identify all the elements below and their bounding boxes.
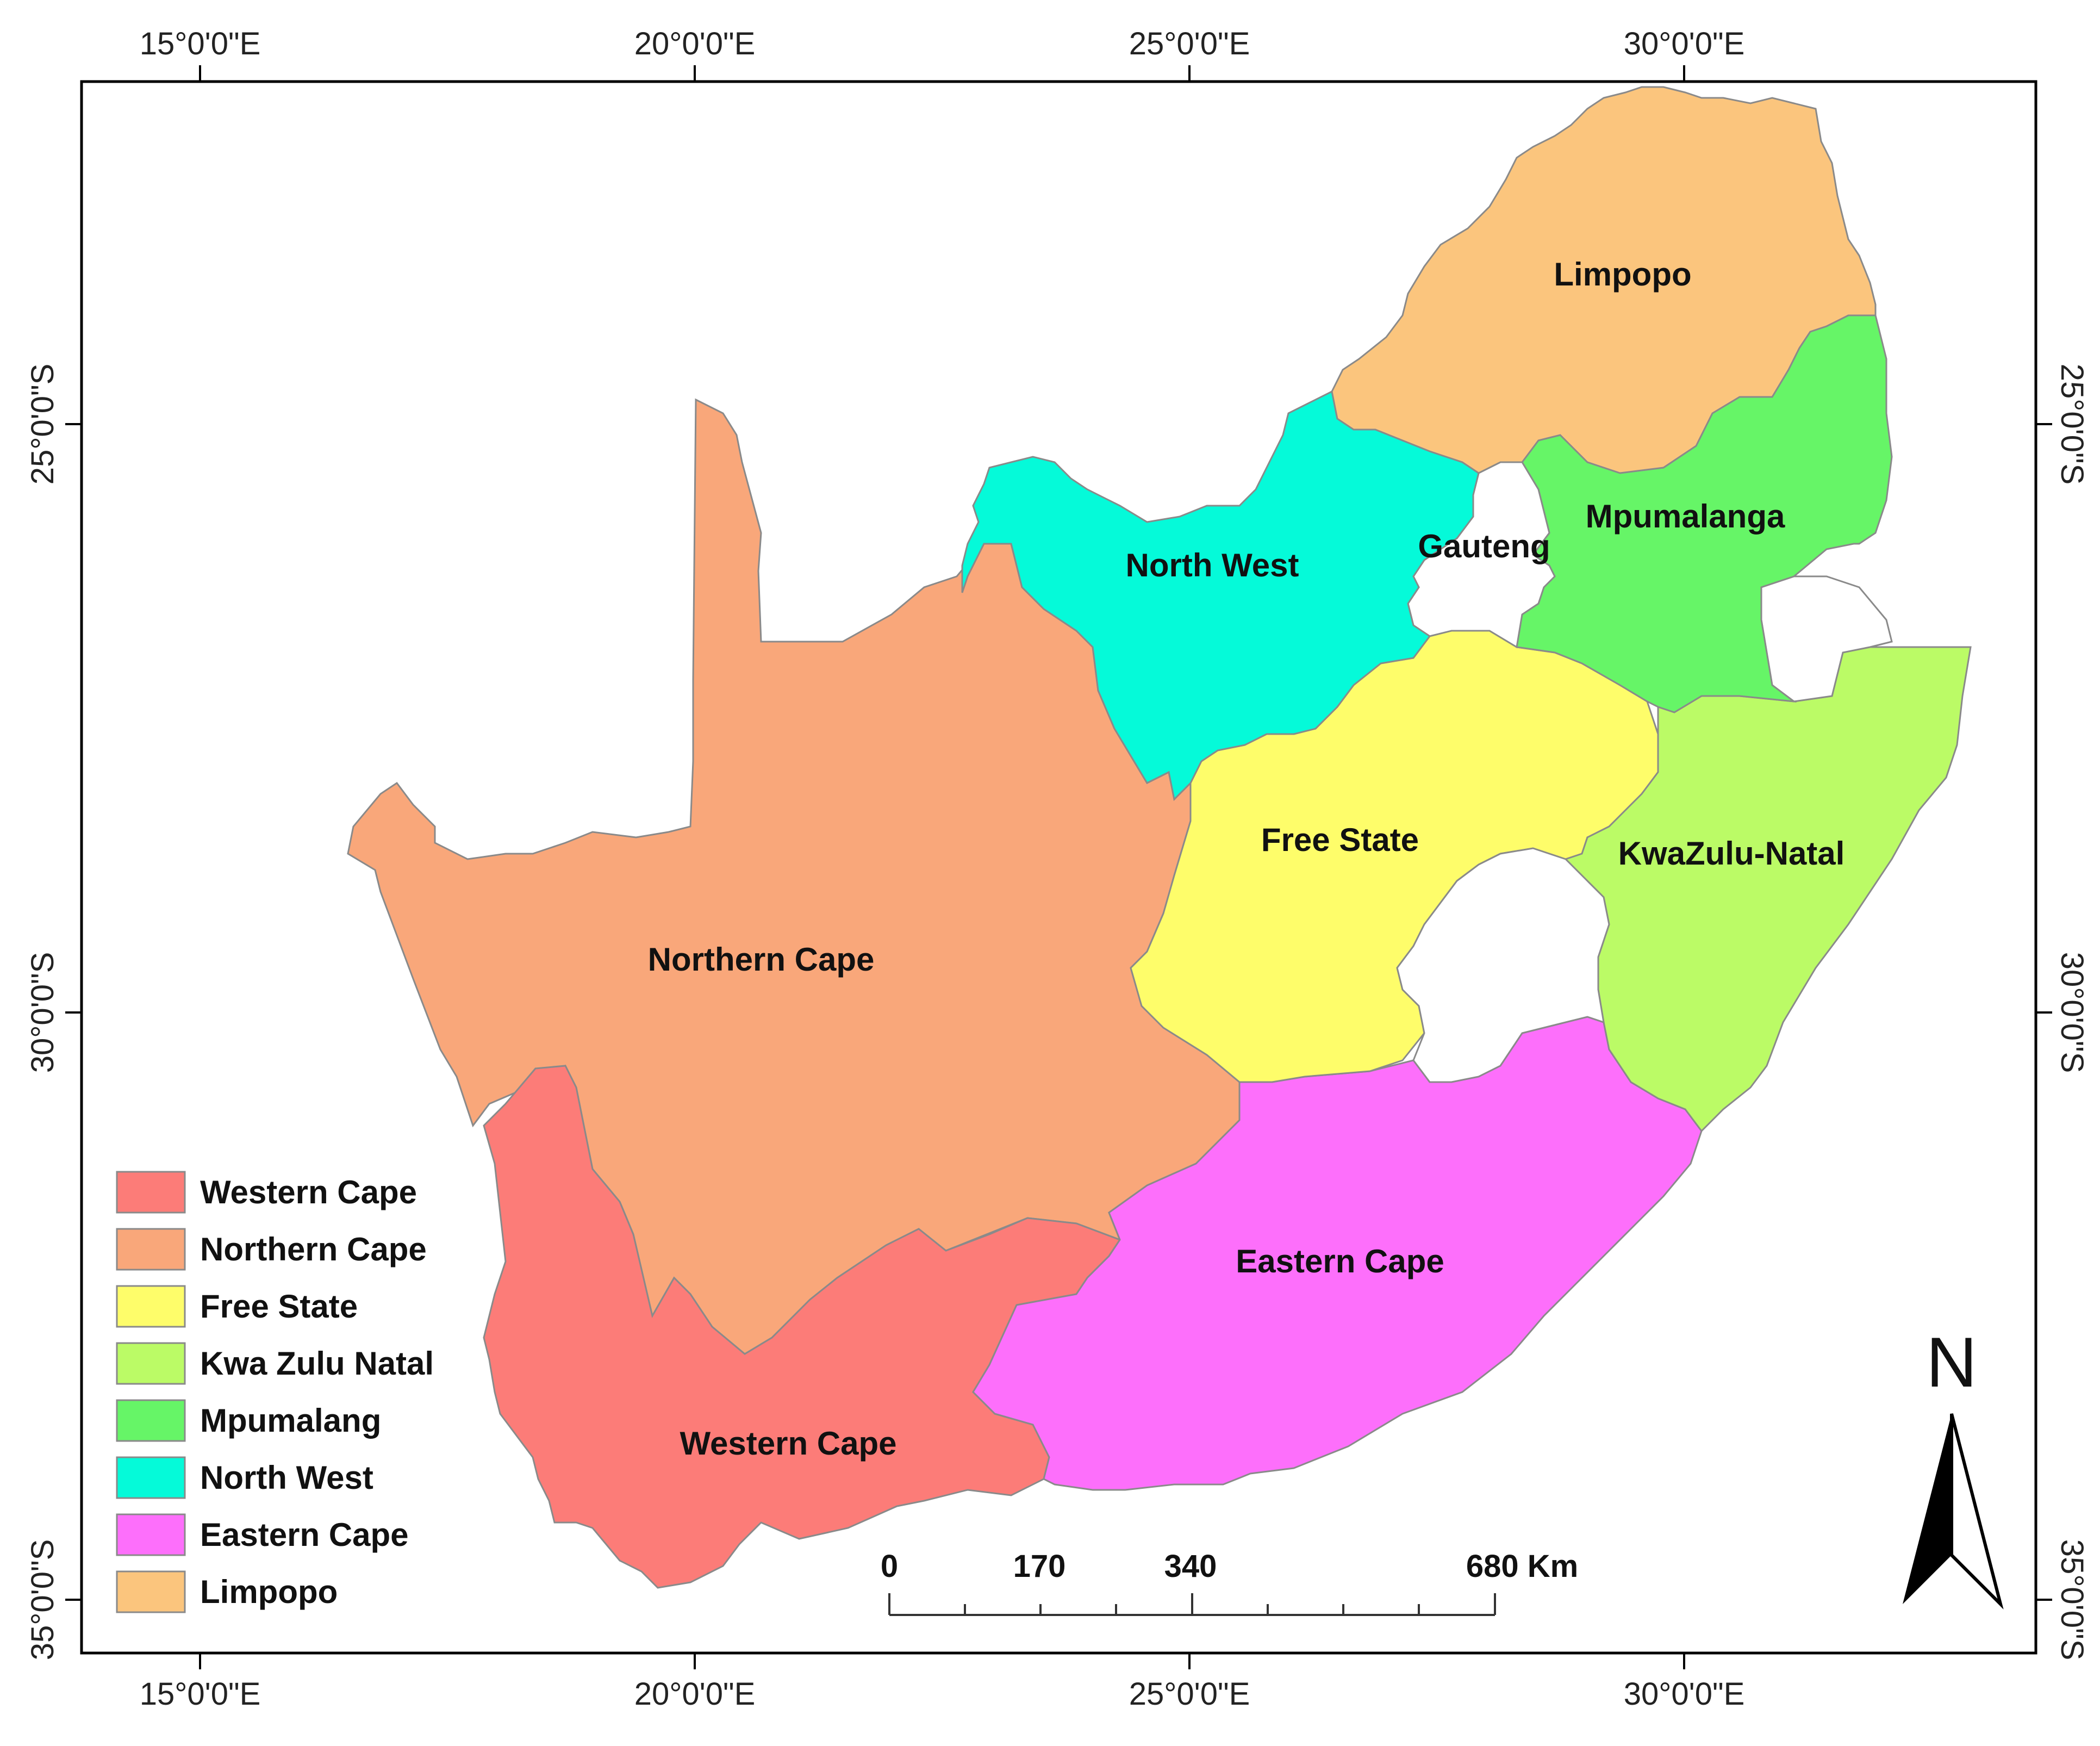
legend-item: Mpumalang bbox=[116, 1399, 381, 1442]
north-arrow: N bbox=[1903, 1322, 2004, 1610]
label-western-cape: Western Cape bbox=[680, 1425, 896, 1462]
legend-label: Kwa Zulu Natal bbox=[200, 1345, 434, 1382]
legend-label: North West bbox=[200, 1459, 373, 1496]
bottom-coord-30e: 30°0'0"E bbox=[1624, 1676, 1745, 1712]
legend-swatch bbox=[116, 1456, 186, 1499]
legend-swatch bbox=[116, 1228, 186, 1271]
legend-swatch bbox=[116, 1285, 186, 1328]
legend-label: Western Cape bbox=[200, 1174, 417, 1210]
bottom-coord-20e: 20°0'0"E bbox=[634, 1676, 756, 1712]
lesotho-blank bbox=[1396, 847, 1610, 1083]
legend-label: Northern Cape bbox=[200, 1231, 427, 1267]
right-ticks bbox=[2036, 423, 2052, 1601]
legend-swatch bbox=[116, 1513, 186, 1556]
legend-label: Limpopo bbox=[200, 1574, 338, 1610]
right-coord-35s: 35°0'0"S bbox=[2054, 1539, 2090, 1661]
scale-label-340: 340 bbox=[1164, 1549, 1217, 1584]
legend-item: Western Cape bbox=[116, 1171, 417, 1214]
provinces bbox=[347, 86, 1972, 1589]
legend-item: Kwa Zulu Natal bbox=[116, 1342, 434, 1385]
left-coord-35s: 35°0'0"S bbox=[25, 1539, 60, 1661]
right-coord-25s: 25°0'0"S bbox=[2054, 364, 2090, 485]
top-coord-20e: 20°0'0"E bbox=[634, 26, 756, 61]
legend: Western Cape Northern Cape Free State Kw… bbox=[116, 1171, 434, 1613]
legend-item: Eastern Cape bbox=[116, 1513, 409, 1556]
top-coord-30e: 30°0'0"E bbox=[1624, 26, 1745, 61]
label-eastern-cape: Eastern Cape bbox=[1236, 1243, 1444, 1279]
legend-label: Eastern Cape bbox=[200, 1517, 409, 1553]
bottom-coord-25e: 25°0'0"E bbox=[1129, 1676, 1250, 1712]
north-arrow-right-half bbox=[1950, 1413, 2004, 1610]
left-coord-25s: 25°0'0"S bbox=[25, 364, 60, 485]
label-gauteng: Gauteng bbox=[1418, 528, 1550, 564]
legend-label: Mpumalang bbox=[200, 1402, 381, 1439]
right-coord-30s: 30°0'0"S bbox=[2054, 952, 2090, 1073]
left-coord-30s: 30°0'0"S bbox=[25, 952, 60, 1073]
legend-swatch bbox=[116, 1399, 186, 1442]
label-northern-cape: Northern Cape bbox=[648, 941, 875, 978]
scale-label-170: 170 bbox=[1013, 1549, 1066, 1584]
legend-label: Free State bbox=[200, 1288, 358, 1325]
label-limpopo: Limpopo bbox=[1554, 256, 1691, 293]
legend-item: Limpopo bbox=[116, 1570, 338, 1613]
legend-swatch bbox=[116, 1342, 186, 1385]
province-western-cape[interactable] bbox=[483, 1065, 1121, 1589]
legend-swatch bbox=[116, 1171, 186, 1214]
left-ticks bbox=[65, 423, 82, 1601]
legend-item: Free State bbox=[116, 1285, 358, 1328]
north-arrow-left-half bbox=[1903, 1414, 1952, 1604]
legend-item: Northern Cape bbox=[116, 1228, 427, 1271]
top-ticks bbox=[199, 65, 1685, 82]
legend-swatch bbox=[116, 1570, 186, 1613]
label-kwazulu-natal: KwaZulu-Natal bbox=[1618, 835, 1845, 872]
scale-bar-ticks bbox=[888, 1593, 1496, 1615]
province-north-west[interactable] bbox=[961, 390, 1480, 801]
bottom-coord-15e: 15°0'0"E bbox=[140, 1676, 261, 1712]
scale-label-680: 680 Km bbox=[1466, 1549, 1578, 1584]
scale-bar: 0 170 340 680 Km bbox=[881, 1549, 1578, 1616]
label-north-west: North West bbox=[1126, 547, 1299, 583]
label-mpumalanga: Mpumalanga bbox=[1586, 498, 1785, 535]
north-arrow-label: N bbox=[1926, 1322, 1977, 1402]
province-limpopo[interactable] bbox=[1331, 86, 1877, 474]
bottom-ticks bbox=[199, 1653, 1685, 1669]
top-coord-25e: 25°0'0"E bbox=[1129, 26, 1250, 61]
top-coord-15e: 15°0'0"E bbox=[140, 26, 261, 61]
legend-item: North West bbox=[116, 1456, 373, 1499]
scale-label-0: 0 bbox=[881, 1549, 898, 1584]
label-free-state: Free State bbox=[1261, 822, 1419, 858]
